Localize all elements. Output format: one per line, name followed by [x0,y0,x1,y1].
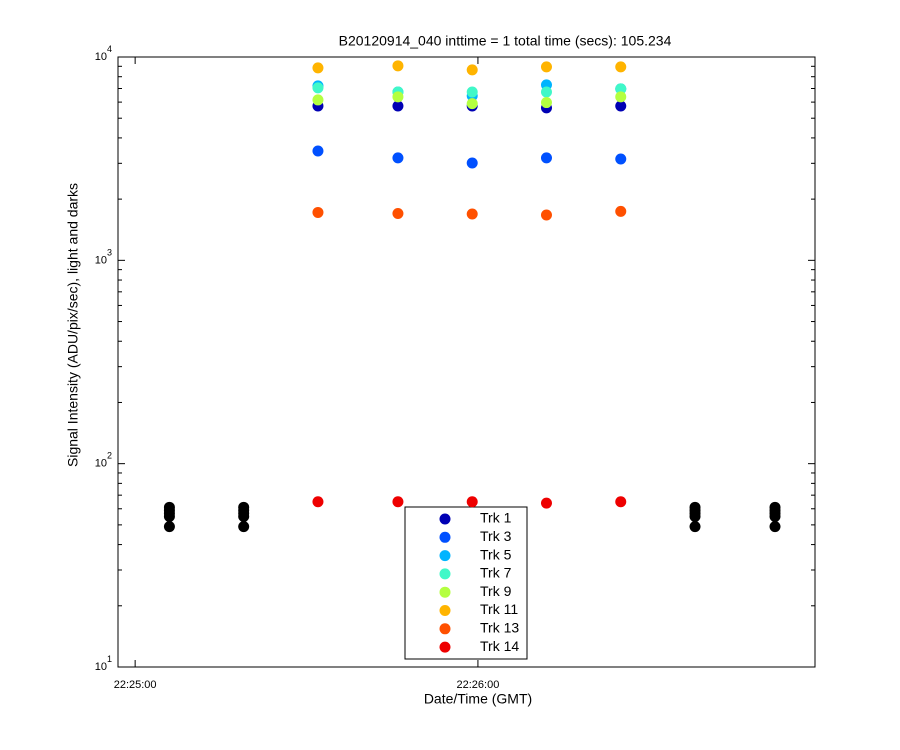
point [540,86,552,98]
point [615,205,627,217]
legend-marker [439,641,451,653]
point [540,152,552,164]
point [312,496,324,508]
point [238,521,250,533]
x-tick-label: 22:26:00 [457,679,500,691]
point [615,153,627,165]
x-axis-label: Date/Time (GMT) [424,691,532,707]
point [392,496,404,508]
point [238,501,250,513]
legend-label: Trk 5 [480,546,512,562]
point [615,100,627,112]
legend-label: Trk 11 [480,601,518,617]
point [769,501,781,513]
legend-label: Trk 14 [480,638,519,654]
point [163,501,175,513]
point [312,82,324,94]
point [392,60,404,72]
point [392,100,404,112]
point [540,61,552,73]
legend-label: Trk 13 [480,620,519,636]
point [312,62,324,74]
point [769,521,781,533]
point [615,91,627,103]
legend-label: Trk 3 [480,528,512,544]
point [163,521,175,533]
chart-title: B20120914_040 inttime = 1 total time (se… [339,33,672,49]
legend-box [404,506,528,660]
legend-label: Trk 9 [480,583,512,599]
point [392,91,404,103]
legend-marker [439,568,451,580]
point [540,497,552,509]
point [615,83,627,95]
point [466,208,478,220]
point [392,207,404,219]
y-axis-label: Signal Intensity (ADU/pix/sec), light an… [65,183,81,467]
point [540,209,552,221]
point [689,521,701,533]
legend-marker [439,531,451,543]
legend-marker [439,550,451,562]
point [689,501,701,513]
point [466,157,478,169]
point [466,64,478,76]
legend-marker [439,623,451,635]
y-tick-label: 103 [95,248,112,267]
point [615,496,627,508]
point [540,97,552,109]
legend-marker [439,605,451,616]
point [312,206,324,218]
y-tick-label: 101 [95,654,112,673]
legend-marker [439,513,451,525]
y-tick-label: 102 [95,451,112,470]
point [466,86,478,98]
point [312,94,324,106]
point [615,61,627,73]
legend-label: Trk 7 [480,565,512,581]
point [312,145,324,157]
point [466,496,478,508]
y-tick-label: 104 [95,44,112,63]
point [466,98,478,110]
point [392,152,404,164]
x-tick-label: 22:25:00 [114,679,157,691]
legend-label: Trk 1 [480,510,512,526]
legend-marker [439,586,451,598]
